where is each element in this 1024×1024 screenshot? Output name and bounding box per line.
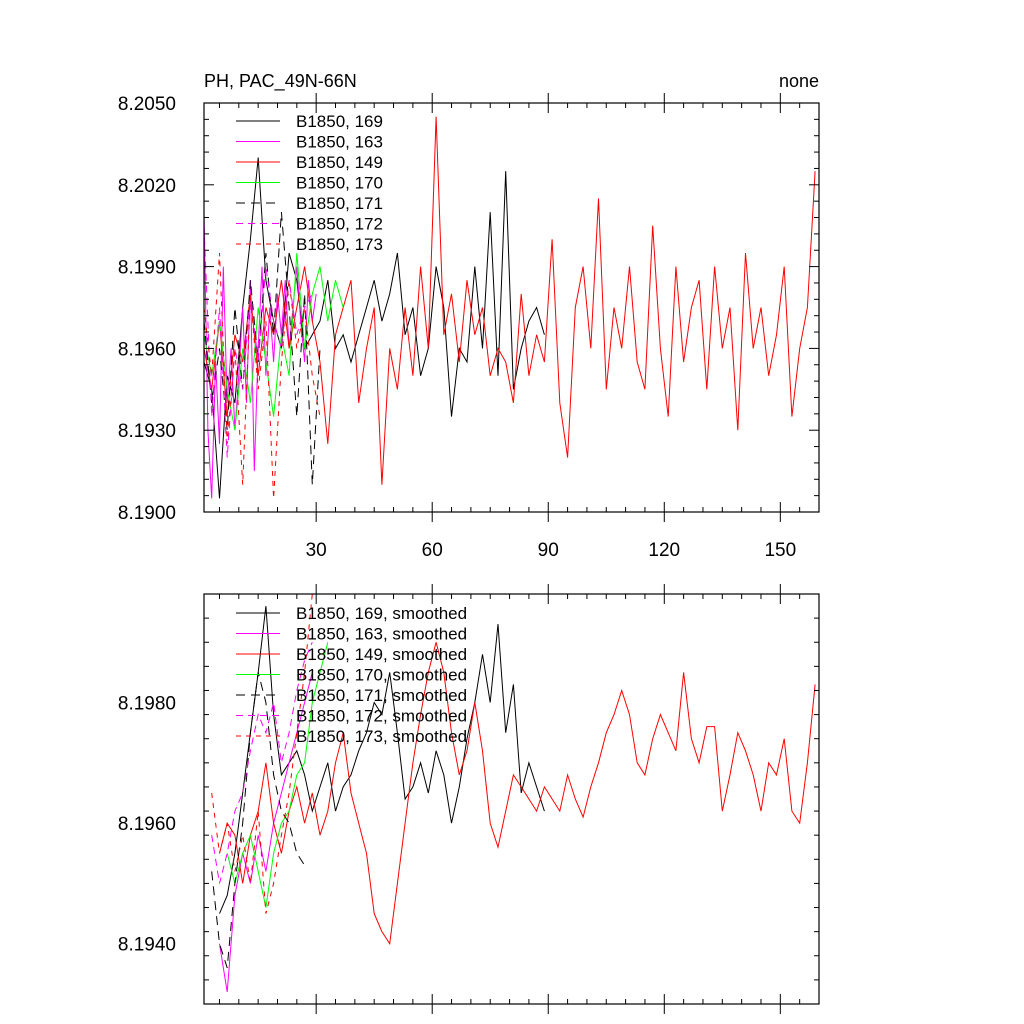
bottom-legend-label-7: B1850, 173, smoothed — [296, 727, 467, 746]
top-panel: PH, PAC_49N-66N none 8.19008.19308.19608… — [118, 71, 820, 561]
bottom-series-line-3 — [219, 642, 816, 946]
bottom-series-line-7 — [211, 594, 313, 914]
top-legend-label-2: B1850, 163 — [296, 133, 383, 152]
top-panel-right-title: none — [779, 71, 819, 91]
bottom-legend-label-2: B1850, 163, smoothed — [296, 625, 467, 644]
bottom-y-tick-label: 8.1960 — [118, 814, 176, 835]
bottom-series-line-1 — [219, 606, 545, 914]
top-legend-label-1: B1850, 169 — [296, 112, 383, 131]
top-legend-label-6: B1850, 172 — [296, 215, 383, 234]
bottom-legend-label-4: B1850, 170, smoothed — [296, 666, 467, 685]
top-series-line-1 — [204, 157, 545, 499]
top-panel-title: PH, PAC_49N-66N — [204, 71, 357, 92]
bottom-legend-label-5: B1850, 171, smoothed — [296, 686, 467, 705]
top-y-tick-label: 8.1990 — [118, 258, 176, 279]
top-x-tick-label: 120 — [648, 540, 680, 561]
top-series-line-2 — [204, 212, 317, 499]
top-y-tick-label: 8.2020 — [118, 176, 176, 197]
top-panel-plot-area: 8.1900 8.1930 8.1960 8.1990 8.2020 8.2050 30 60… — [118, 93, 820, 561]
bottom-y-tick-label: 8.1940 — [118, 935, 176, 956]
top-x-tick-label: 90 — [538, 540, 559, 561]
top-y-tick-label: 8.2050 — [118, 94, 176, 115]
top-x-tick-label: 30 — [306, 540, 327, 561]
bottom-panel-plot-area: 8.1940 8.1960 8.1980 B1850, 169, smoothed B1… — [118, 584, 820, 1014]
bottom-series-line-2 — [219, 672, 313, 992]
top-series-line-4 — [204, 252, 344, 431]
bottom-series-group — [211, 594, 816, 992]
bottom-legend-label-1: B1850, 169, smoothed — [296, 604, 467, 623]
top-y-tick-label: 8.1900 — [118, 503, 176, 524]
top-legend-label-5: B1850, 171 — [296, 194, 383, 213]
bottom-series-line-4 — [226, 642, 329, 908]
top-series-line-6 — [204, 225, 313, 458]
top-plot-frame — [203, 102, 820, 513]
bottom-y-tick-label: 8.1980 — [118, 694, 176, 715]
top-x-tick-label: 60 — [422, 540, 443, 561]
bottom-legend-label-6: B1850, 172, smoothed — [296, 707, 467, 726]
top-series-group — [204, 116, 816, 499]
top-legend-label-7: B1850, 173 — [296, 235, 383, 254]
bottom-plot-frame — [203, 593, 820, 1005]
top-series-line-3 — [204, 116, 816, 485]
bottom-panel: 8.1940 8.1960 8.1980 B1850, 169, smoothed B1… — [118, 584, 820, 1014]
top-y-tick-label: 8.1930 — [118, 421, 176, 442]
bottom-series-line-6 — [211, 642, 313, 884]
top-x-tick-label: 150 — [764, 540, 796, 561]
top-legend-label-3: B1850, 149 — [296, 153, 383, 172]
bottom-legend-label-3: B1850, 149, smoothed — [296, 645, 467, 664]
bottom-series-line-5 — [211, 672, 306, 968]
top-y-tick-label: 8.1960 — [118, 339, 176, 360]
top-legend-label-4: B1850, 170 — [296, 174, 383, 193]
